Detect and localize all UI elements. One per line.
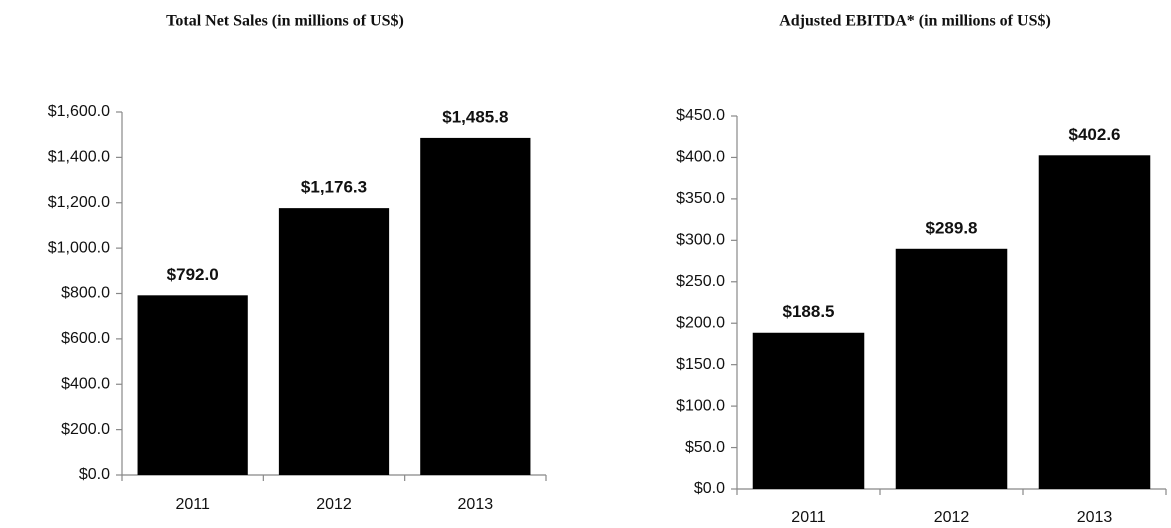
y-tick-label: $400.0 (676, 149, 725, 166)
x-tick-label: 2012 (934, 509, 970, 526)
y-tick-label: $200.0 (676, 314, 725, 331)
y-tick-label: $1,600.0 (48, 103, 110, 120)
value-label: $1,485.8 (442, 107, 508, 126)
x-tick-label: 2013 (1077, 509, 1113, 526)
x-tick-label: 2011 (791, 509, 826, 526)
value-label: $188.5 (783, 302, 835, 321)
y-tick-label: $1,400.0 (48, 149, 110, 166)
x-tick-label: 2012 (316, 496, 352, 513)
y-tick-label: $800.0 (61, 285, 110, 302)
chart-title: Total Net Sales (in millions of US$) (166, 13, 404, 30)
y-tick-label: $1,200.0 (48, 194, 110, 211)
y-tick-label: $150.0 (676, 356, 725, 373)
value-label: $792.0 (167, 265, 219, 284)
y-tick-label: $250.0 (676, 273, 725, 290)
y-tick-label: $200.0 (61, 421, 110, 438)
bar (278, 208, 390, 475)
y-tick-label: $0.0 (79, 466, 110, 483)
bar (752, 332, 865, 489)
y-tick-label: $300.0 (676, 232, 725, 249)
bar (1038, 155, 1151, 489)
bar (895, 248, 1008, 489)
value-label: $1,176.3 (301, 178, 367, 197)
bar (137, 295, 248, 475)
y-tick-label: $50.0 (685, 439, 725, 456)
value-label: $402.6 (1069, 125, 1121, 144)
bar (420, 137, 531, 475)
y-tick-label: $600.0 (61, 330, 110, 347)
x-tick-label: 2011 (175, 496, 210, 513)
y-tick-label: $350.0 (676, 190, 725, 207)
y-tick-label: $450.0 (676, 107, 725, 124)
chart-title: Adjusted EBITDA* (in millions of US$) (779, 13, 1051, 30)
x-tick-label: 2013 (458, 496, 494, 513)
y-tick-label: $0.0 (694, 480, 725, 497)
y-tick-label: $400.0 (61, 375, 110, 392)
y-tick-label: $100.0 (676, 397, 725, 414)
value-label: $289.8 (926, 218, 978, 237)
y-tick-label: $1,000.0 (48, 239, 110, 256)
